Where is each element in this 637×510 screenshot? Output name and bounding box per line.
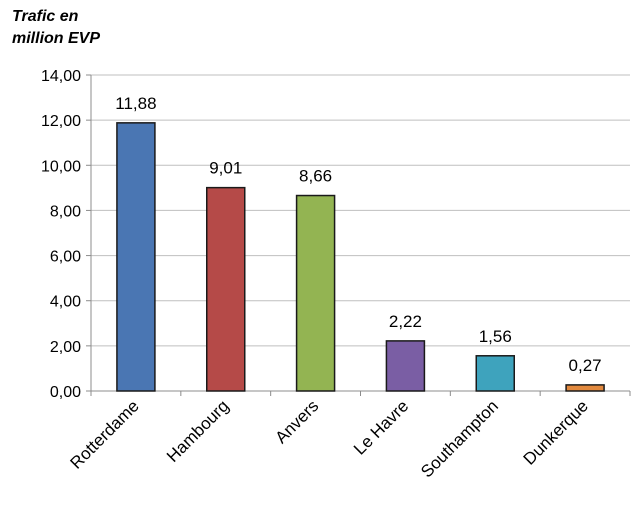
bar [385, 340, 426, 392]
y-tick-label: 0,00 [50, 384, 81, 401]
data-label: 2,22 [389, 312, 422, 331]
bar [295, 194, 336, 392]
y-tick-label: 4,00 [50, 294, 81, 311]
data-label: 9,01 [209, 159, 242, 178]
y-tick-label: 14,00 [41, 68, 81, 85]
data-label: 0,27 [569, 356, 602, 375]
category-label: Anvers [272, 396, 323, 447]
y-tick-label: 6,00 [50, 249, 81, 266]
y-tick-label: 12,00 [41, 113, 81, 130]
y-tick-label: 2,00 [50, 339, 81, 356]
data-label: 8,66 [299, 167, 332, 186]
data-label: 1,56 [479, 327, 512, 346]
bar [475, 355, 515, 392]
category-label: Rotterdame [66, 396, 142, 472]
y-tick-label: 10,00 [41, 158, 81, 175]
category-label: Dunkerque [520, 396, 592, 468]
category-label: Southampton [417, 396, 502, 481]
category-label: Hambourg [163, 396, 233, 466]
data-label: 11,88 [115, 94, 156, 113]
bar [116, 122, 156, 392]
category-label: Le Havre [350, 396, 412, 458]
y-tick-label: 8,00 [50, 203, 81, 220]
bar [565, 384, 605, 392]
y-axis-title: Trafic en million EVP [12, 8, 101, 47]
bar [206, 186, 246, 392]
